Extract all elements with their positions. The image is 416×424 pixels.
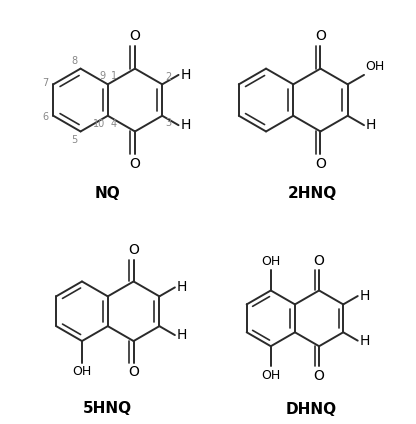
Text: OH: OH xyxy=(261,255,280,268)
Text: O: O xyxy=(314,254,324,268)
Text: 5HNQ: 5HNQ xyxy=(83,401,132,416)
Text: 10: 10 xyxy=(93,119,106,129)
Text: OH: OH xyxy=(366,60,385,73)
Text: O: O xyxy=(129,29,141,43)
Text: H: H xyxy=(359,334,370,348)
Text: H: H xyxy=(181,118,191,132)
Text: 2HNQ: 2HNQ xyxy=(287,186,337,201)
Text: O: O xyxy=(128,243,139,257)
Text: H: H xyxy=(366,118,376,132)
Text: 6: 6 xyxy=(43,112,49,122)
Text: OH: OH xyxy=(261,369,280,382)
Text: 7: 7 xyxy=(42,78,49,88)
Text: O: O xyxy=(128,365,139,379)
Text: 5: 5 xyxy=(71,135,77,145)
Text: 8: 8 xyxy=(72,56,77,66)
Text: NQ: NQ xyxy=(95,186,121,201)
Text: O: O xyxy=(314,369,324,383)
Text: H: H xyxy=(359,289,370,303)
Text: OH: OH xyxy=(72,365,92,378)
Text: O: O xyxy=(129,157,141,171)
Text: 3: 3 xyxy=(165,118,171,128)
Text: H: H xyxy=(177,280,187,294)
Text: H: H xyxy=(177,328,187,342)
Text: DHNQ: DHNQ xyxy=(286,402,337,417)
Text: O: O xyxy=(315,29,326,43)
Text: 4: 4 xyxy=(111,119,117,129)
Text: H: H xyxy=(181,68,191,82)
Text: 2: 2 xyxy=(165,72,171,82)
Text: 9: 9 xyxy=(99,71,106,81)
Text: 1: 1 xyxy=(111,71,117,81)
Text: O: O xyxy=(315,157,326,171)
